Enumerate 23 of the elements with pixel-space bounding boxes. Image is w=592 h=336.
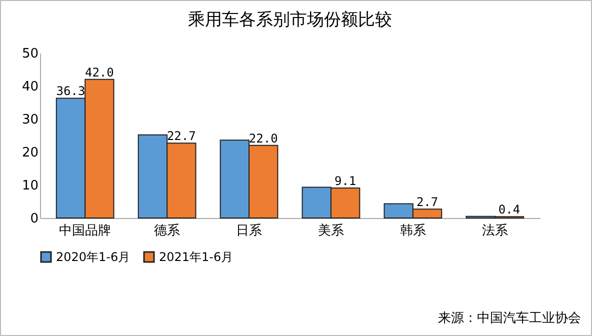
- legend-label: 2020年1-6月: [56, 250, 130, 264]
- data-label: 22.0: [248, 131, 278, 146]
- x-tick-label: 法系: [482, 224, 508, 238]
- data-label: 9.1: [334, 174, 356, 188]
- y-tick-label: 20: [22, 146, 38, 160]
- legend-label: 2021年1-6月: [159, 250, 234, 264]
- x-tick-label: 美系: [318, 222, 344, 238]
- x-tick-label: 韩系: [400, 224, 426, 238]
- y-tick-label: 40: [22, 80, 38, 94]
- y-tick-label: 30: [22, 112, 38, 128]
- y-tick-label: 10: [22, 178, 38, 194]
- source-note: 来源：中国汽车工业协会: [438, 310, 581, 327]
- data-label: 42.0: [84, 65, 114, 80]
- y-tick-label: 50: [22, 46, 38, 62]
- chart-title: 乘用车各系别市场份额比较: [188, 10, 392, 30]
- x-tick-label: 德系: [154, 224, 180, 238]
- data-label: 36.3: [56, 84, 86, 98]
- data-label: 2.7: [416, 195, 438, 210]
- x-tick-label: 日系: [236, 224, 262, 238]
- data-label: 22.7: [166, 129, 196, 144]
- y-tick-label: 0: [30, 212, 38, 226]
- x-tick-label: 中国品牌: [59, 224, 112, 238]
- data-label: 0.4: [498, 202, 520, 217]
